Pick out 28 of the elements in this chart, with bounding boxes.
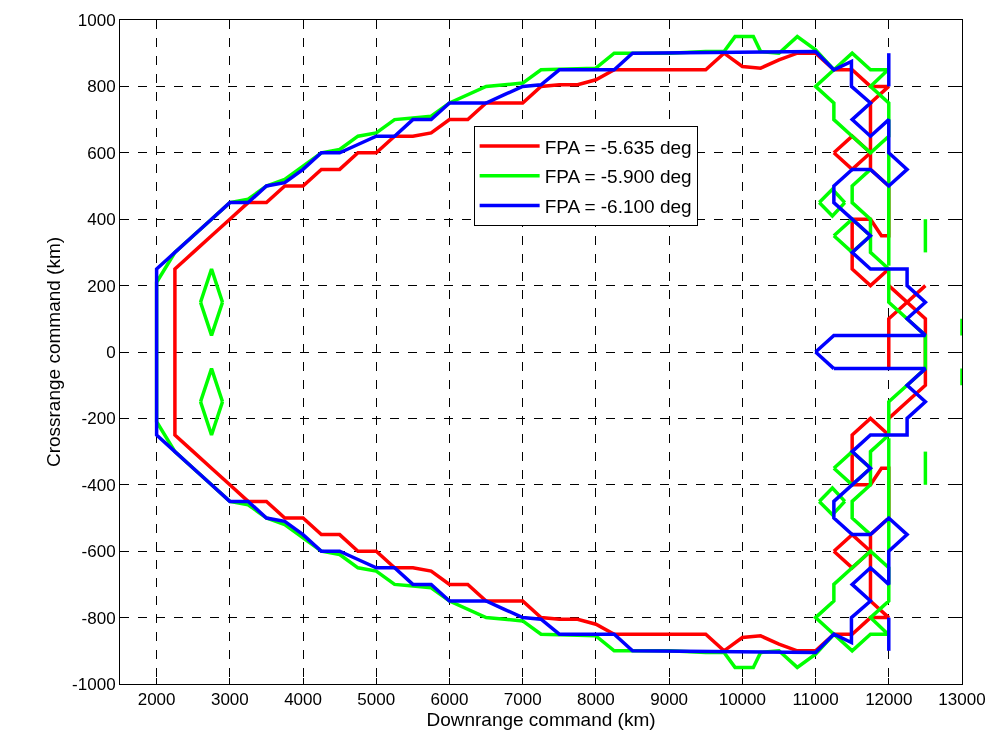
- x-tick-label: 11000: [792, 690, 839, 710]
- y-tick-label: -400: [81, 475, 116, 495]
- legend-label: FPA = -5.635 deg: [544, 136, 692, 158]
- legend-label: FPA = -6.100 deg: [544, 195, 692, 217]
- y-tick-label: 800: [87, 77, 116, 97]
- y-tick-label: -600: [81, 542, 116, 562]
- x-tick-label: 10000: [718, 690, 766, 710]
- x-tick-label: 13000: [938, 690, 986, 710]
- y-tick-label: -200: [81, 409, 116, 429]
- y-tick-label: -1000: [72, 674, 116, 694]
- y-tick-label: 0: [106, 342, 116, 362]
- x-tick-label: 9000: [650, 690, 689, 710]
- y-tick-label: 600: [87, 143, 116, 163]
- x-tick-label: 3000: [210, 690, 249, 710]
- x-tick-label: 6000: [430, 690, 469, 710]
- y-tick-label: 1000: [77, 10, 116, 30]
- x-tick-label: 4000: [284, 690, 322, 710]
- y-tick-label: 200: [87, 276, 116, 296]
- legend-label: FPA = -5.900 deg: [544, 166, 692, 188]
- x-tick-label: 12000: [865, 690, 913, 710]
- y-tick-label: -800: [81, 608, 116, 628]
- y-tick-label: 400: [87, 210, 116, 230]
- y-axis-title: Crossrange command (km): [42, 236, 64, 468]
- x-tick-label: 5000: [357, 690, 396, 710]
- x-tick-label: 2000: [137, 690, 176, 710]
- x-axis-title: Downrange command (km): [426, 709, 656, 731]
- x-tick-label: 8000: [577, 690, 615, 710]
- x-tick-label: 7000: [503, 690, 542, 710]
